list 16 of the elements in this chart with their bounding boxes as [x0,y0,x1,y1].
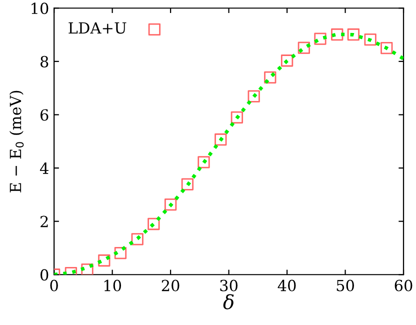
x-tick-label: 40 [278,280,296,292]
y-tick-label: 6 [40,109,48,121]
x-tick-label: 60 [394,280,412,292]
x-tick-label: 0 [50,280,58,292]
y-tick-label: 0 [40,269,48,281]
x-tick-label: 20 [162,280,180,292]
y-tick-label: 8 [40,56,48,68]
x-tick-label: 10 [104,280,122,292]
x-axis-title: δ [223,294,234,310]
y-tick-label: 10 [32,2,48,14]
y-tick-label: 4 [40,162,48,174]
y-axis-title: E − E$_{0}$ (meV) [9,90,24,192]
x-tick-label: 50 [336,280,354,292]
legend-label: LDA+U [68,22,126,34]
y-tick-label: 2 [40,216,48,228]
x-tick-label: 30 [220,280,238,292]
